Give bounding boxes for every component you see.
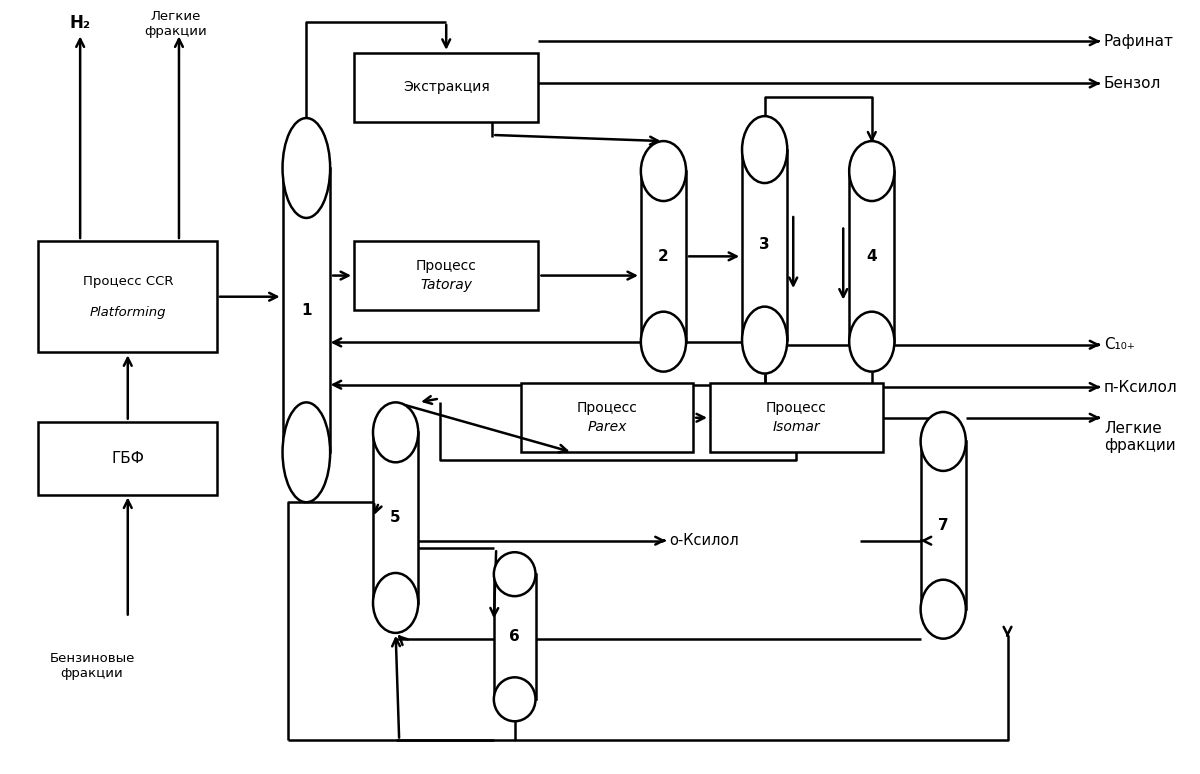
Ellipse shape: [641, 312, 686, 372]
Text: Бензиновые
фракции: Бензиновые фракции: [49, 652, 134, 680]
Bar: [850, 171, 894, 341]
Ellipse shape: [373, 573, 419, 633]
Bar: [282, 168, 330, 452]
Text: Процесс: Процесс: [415, 259, 476, 273]
Ellipse shape: [850, 141, 894, 201]
Text: 3: 3: [760, 238, 770, 252]
Bar: [742, 149, 787, 340]
Ellipse shape: [920, 412, 966, 471]
Bar: [38, 422, 217, 495]
Bar: [494, 574, 535, 699]
Ellipse shape: [282, 118, 330, 218]
Ellipse shape: [282, 402, 330, 502]
Text: Бензол: Бензол: [1104, 76, 1162, 91]
Text: 4: 4: [866, 249, 877, 264]
Text: 6: 6: [509, 629, 520, 644]
Text: Parex: Parex: [587, 420, 626, 434]
Text: H₂: H₂: [70, 14, 91, 33]
Text: Легкие
фракции: Легкие фракции: [1104, 421, 1176, 453]
Text: Экстракция: Экстракция: [403, 80, 490, 94]
Bar: [38, 241, 217, 352]
Ellipse shape: [742, 116, 787, 183]
Ellipse shape: [494, 677, 535, 721]
Bar: [373, 433, 419, 603]
Bar: [521, 383, 694, 452]
Bar: [641, 171, 686, 341]
Bar: [354, 241, 539, 310]
Text: 1: 1: [301, 303, 312, 317]
Bar: [354, 53, 539, 122]
Text: Рафинат: Рафинат: [1104, 34, 1174, 49]
Bar: [920, 441, 966, 609]
Bar: [710, 383, 882, 452]
Text: ГБФ: ГБФ: [112, 450, 144, 466]
Text: C₁₀₊: C₁₀₊: [1104, 337, 1135, 352]
Ellipse shape: [920, 580, 966, 639]
Text: Легкие
фракции: Легкие фракции: [144, 11, 206, 39]
Ellipse shape: [742, 307, 787, 374]
Text: Tatoray: Tatoray: [420, 279, 473, 293]
Text: Процесс: Процесс: [766, 401, 827, 415]
Text: Процесс CCR: Процесс CCR: [83, 275, 173, 288]
Text: 7: 7: [938, 518, 948, 533]
Text: Platforming: Platforming: [90, 306, 166, 319]
Text: Процесс: Процесс: [576, 401, 637, 415]
Text: 2: 2: [658, 249, 668, 264]
Ellipse shape: [494, 552, 535, 596]
Text: 5: 5: [390, 510, 401, 525]
Text: п-Ксилол: п-Ксилол: [1104, 379, 1177, 395]
Ellipse shape: [641, 141, 686, 201]
Text: Isomar: Isomar: [773, 420, 820, 434]
Ellipse shape: [373, 402, 419, 462]
Text: о-Ксилол: о-Ксилол: [670, 533, 739, 548]
Ellipse shape: [850, 312, 894, 372]
